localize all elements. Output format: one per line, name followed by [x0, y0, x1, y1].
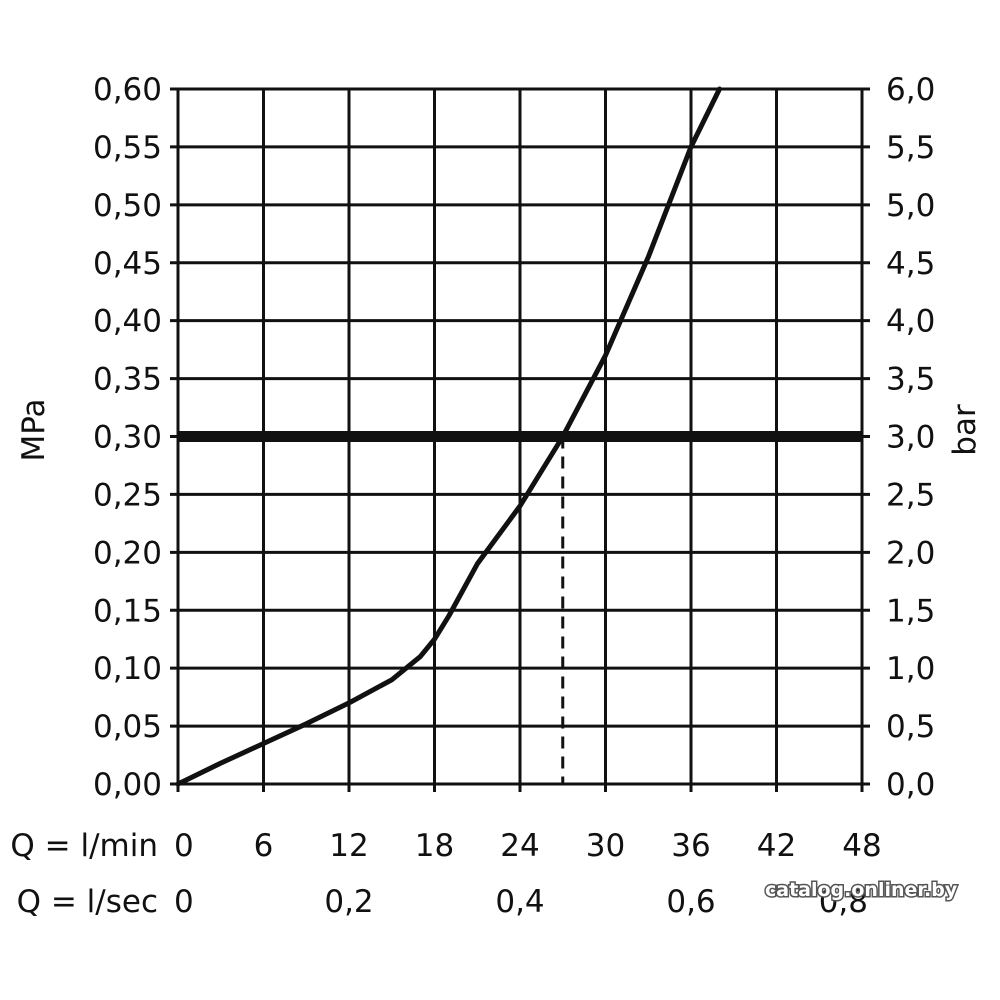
y-right-tick-label: 1,5 [886, 593, 935, 629]
x-lmin-tick-label: 36 [671, 828, 710, 864]
x-lsec-tick-label: 0,8 [819, 884, 868, 920]
y-axis-left-title: MPa [16, 398, 52, 461]
y-right-tick-label: 0,0 [886, 767, 935, 803]
x-row-label-lsec: Q = l/sec [17, 884, 158, 920]
x-lmin-tick-label: 12 [329, 828, 368, 864]
y-right-tick-label: 1,0 [886, 651, 935, 687]
x-lmin-tick-label: 0 [174, 828, 194, 864]
y-right-tick-label: 3,0 [886, 420, 935, 456]
reference-lines [178, 431, 862, 784]
series-line-0 [175, 86, 722, 787]
watermark: catalog.onliner.by [765, 879, 958, 901]
x-lmin-tick-label: 48 [842, 828, 881, 864]
y-left-tick-label: 0,60 [93, 72, 162, 108]
y-right-tick-label: 3,5 [886, 362, 935, 398]
y-left-tick-label: 0,25 [93, 477, 162, 513]
y-left-tick-label: 0,55 [93, 130, 162, 166]
x-lmin-tick-label: 24 [500, 828, 539, 864]
y-right-tick-label: 6,0 [886, 72, 935, 108]
chart-grid [170, 87, 870, 792]
y-left-tick-label: 0,10 [93, 651, 162, 687]
y-right-tick-label: 2,0 [886, 535, 935, 571]
y-left-tick-label: 0,30 [93, 420, 162, 456]
x-lmin-tick-label: 6 [254, 828, 274, 864]
x-lmin-tick-label: 30 [586, 828, 625, 864]
x-row-label-lmin: Q = l/min [10, 828, 158, 864]
y-left-tick-label: 0,45 [93, 246, 162, 282]
x-lsec-tick-label: 0,4 [495, 884, 544, 920]
y-right-tick-label: 4,0 [886, 304, 935, 340]
x-axis-lmin-ticks: 0 6 12 18 24 30 36 42 48 [174, 828, 882, 864]
x-lsec-tick-label: 0,2 [324, 884, 373, 920]
y-axis-left-ticks: 0,00 0,05 0,10 0,15 0,20 0,25 0,30 0,35 0,40 0,45… [93, 72, 162, 803]
y-right-tick-label: 5,5 [886, 130, 935, 166]
y-left-tick-label: 0,20 [93, 535, 162, 571]
y-left-tick-label: 0,40 [93, 304, 162, 340]
y-axis-right-title: bar [947, 404, 983, 456]
y-left-tick-label: 0,50 [93, 188, 162, 224]
y-right-tick-label: 5,0 [886, 188, 935, 224]
y-left-tick-label: 0,15 [93, 593, 162, 629]
y-right-tick-label: 2,5 [886, 477, 935, 513]
x-axis-lsec-ticks: 0 0,2 0,4 0,6 0,8 [174, 884, 868, 920]
x-lmin-tick-label: 18 [415, 828, 454, 864]
x-lmin-tick-label: 42 [757, 828, 796, 864]
data-series [175, 86, 722, 787]
y-left-tick-label: 0,35 [93, 362, 162, 398]
y-right-tick-label: 4,5 [886, 246, 935, 282]
x-lsec-tick-label: 0 [174, 884, 194, 920]
x-lsec-tick-label: 0,6 [666, 884, 715, 920]
y-right-tick-label: 0,5 [886, 709, 935, 745]
y-axis-right-ticks: 0,0 0,5 1,0 1,5 2,0 2,5 3,0 3,5 4,0 4,5 5,0 5,5 6,0 [886, 72, 935, 803]
y-left-tick-label: 0,00 [93, 767, 162, 803]
y-left-tick-label: 0,05 [93, 709, 162, 745]
